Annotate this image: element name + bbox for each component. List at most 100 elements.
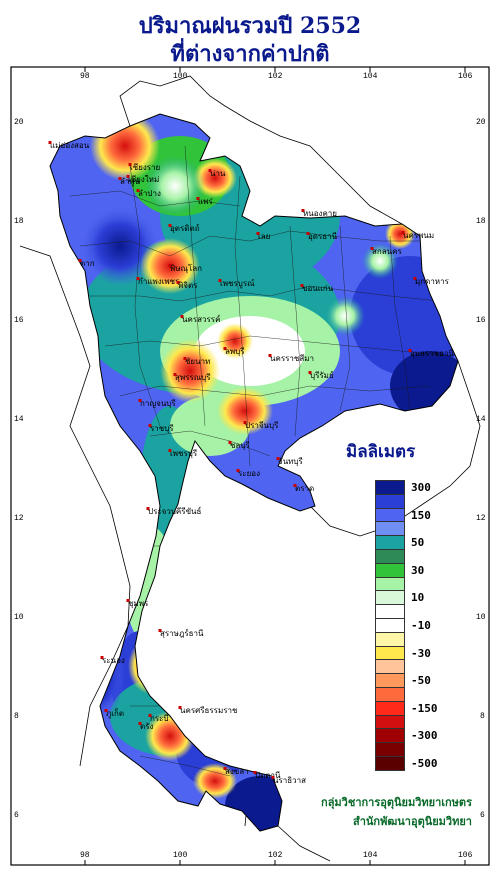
y-tick-right-16: 16 [476, 316, 486, 325]
province-label: สุราษฎร์ธานี [160, 628, 204, 638]
station-marker [370, 247, 374, 250]
legend-label: -50 [411, 674, 431, 688]
station-marker [173, 373, 177, 376]
legend-swatch [375, 645, 405, 661]
station-marker [306, 232, 310, 235]
station-marker [168, 449, 172, 452]
province-label: ชัยนาท [185, 357, 210, 366]
province-label: ราชบุรี [150, 424, 174, 433]
province-label: มุกดาหาร [415, 277, 450, 286]
province-label: จันทบุรี [278, 457, 304, 466]
station-marker [118, 177, 122, 180]
station-marker [78, 259, 82, 262]
station-marker [301, 209, 305, 212]
province-label: อุตรดิตถ์ [170, 223, 200, 233]
station-marker [148, 424, 152, 427]
province-label: ระนอง [102, 656, 125, 665]
province-label: ภูเก็ต [106, 708, 124, 719]
legend-label: 30 [411, 563, 425, 577]
station-marker [208, 169, 212, 172]
province-label: น่าน [210, 169, 226, 178]
station-marker [128, 163, 132, 166]
station-marker [176, 281, 180, 284]
legend-swatch [375, 562, 405, 578]
province-label: กาญจนบุรี [140, 399, 176, 408]
legend-label: -500 [411, 757, 438, 770]
station-marker [136, 189, 140, 192]
station-marker [158, 629, 162, 632]
legend-swatch [375, 673, 405, 688]
province-label: ลำปาง [138, 189, 161, 198]
station-marker [308, 371, 312, 374]
station-marker [300, 284, 304, 287]
station-marker [178, 706, 182, 709]
y-tick-right-18: 18 [476, 217, 486, 226]
legend-swatch [375, 700, 405, 716]
y-tick-right-10: 10 [476, 613, 486, 622]
province-label: ระยอง [238, 469, 260, 478]
map-subtitle: ที่ต่างจากค่าปกติ [170, 41, 330, 67]
station-marker [271, 776, 275, 779]
legend-label: 150 [411, 508, 431, 522]
province-label: นครพนม [403, 231, 434, 240]
y-tick-right-20: 20 [476, 118, 486, 127]
province-label: ขอนแก่น [302, 284, 334, 293]
station-marker [138, 722, 142, 725]
x-tick-bottom-98: 98 [80, 851, 90, 860]
station-marker [236, 469, 240, 472]
x-tick-98: 98 [80, 72, 90, 81]
province-label: ตราด [295, 484, 314, 493]
station-marker [228, 441, 232, 444]
station-marker [126, 599, 130, 602]
legend-swatch [375, 714, 405, 730]
y-tick-18: 18 [14, 217, 24, 226]
province-label: บุรีรัมย์ [310, 370, 334, 380]
station-marker [243, 421, 247, 424]
station-marker [218, 279, 222, 282]
legend-label: 50 [411, 536, 425, 550]
province-label: ปัตตานี [255, 771, 281, 780]
station-marker [293, 484, 297, 487]
station-marker [180, 315, 184, 318]
legend-swatch [375, 493, 405, 509]
station-marker [253, 771, 257, 774]
y-tick-10: 10 [14, 613, 24, 622]
legend-swatch [375, 549, 405, 564]
province-label: เชียงใหม่ [128, 175, 159, 184]
y-ticks-left: 20 18 16 14 12 10 8 6 [14, 118, 24, 820]
province-label: กระบี่ [150, 712, 169, 723]
legend-swatch [375, 521, 405, 537]
x-tick-bottom-106: 106 [458, 851, 473, 860]
y-tick-14: 14 [14, 415, 24, 424]
province-label: ประจวบคีรีขันธ์ [148, 506, 202, 516]
station-marker [276, 457, 280, 460]
y-tick-12: 12 [14, 514, 24, 523]
station-marker [196, 197, 200, 200]
station-marker [408, 349, 412, 352]
legend-label: 10 [411, 591, 425, 605]
province-label: สงขลา [225, 767, 249, 776]
legend-swatch [375, 742, 405, 757]
station-marker [148, 714, 152, 717]
province-label: แม่ฮ่องสอน [50, 141, 90, 150]
station-marker [268, 354, 272, 357]
province-label: เชียงราย [130, 163, 160, 172]
province-label: ปราจีนบุรี [245, 421, 279, 430]
legend-swatch [375, 590, 405, 606]
legend-swatch [375, 756, 405, 771]
y-ticks-right: 20 18 16 14 12 10 8 6 [476, 118, 486, 820]
x-tick-104: 104 [363, 72, 378, 81]
province-label: เพชรบุรี [170, 449, 198, 458]
province-label: ชลบุรี [230, 441, 250, 450]
province-label: กำแพงเพชร [138, 277, 180, 286]
x-tick-106: 106 [458, 72, 473, 81]
station-marker [223, 347, 227, 350]
x-tick-bottom-102: 102 [268, 851, 283, 860]
province-label: นครราชสีมา [270, 354, 314, 363]
legend-label: 300 [411, 481, 431, 494]
province-label: สุพรรณบุรี [175, 373, 211, 382]
legend-label: -10 [411, 619, 431, 632]
x-ticks-top: 98 100 102 104 106 [80, 67, 473, 81]
station-marker [413, 277, 417, 280]
